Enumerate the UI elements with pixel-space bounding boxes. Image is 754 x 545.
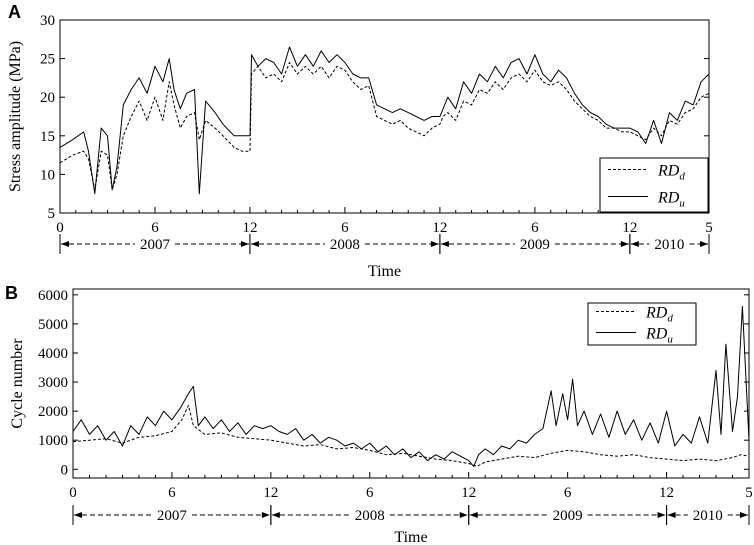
- y-tick-label: 30: [40, 13, 55, 29]
- legend-subscript: u: [667, 334, 673, 346]
- x-tick-label: 12: [461, 485, 476, 501]
- y-tick-label: 3000: [38, 375, 68, 391]
- year-arrow-head: [240, 241, 249, 247]
- panel-letter: B: [5, 283, 18, 303]
- x-tick-label: 12: [622, 220, 637, 236]
- y-tick-label: 4000: [38, 346, 68, 362]
- series-line-RDu: [60, 46, 709, 195]
- legend-subscript: u: [679, 198, 685, 210]
- x-tick-label: 12: [432, 220, 447, 236]
- series-line-RDd: [73, 404, 749, 467]
- legend-label: RDd: [657, 163, 685, 183]
- y-tick-label: 1000: [38, 433, 68, 449]
- year-arrow-head: [667, 512, 676, 518]
- x-axis-label: Time: [394, 529, 427, 545]
- y-axis-label: Stress amplitude (MPa): [7, 41, 24, 192]
- y-tick-label: 25: [40, 52, 55, 68]
- x-axis-label: Time: [368, 263, 401, 280]
- legend-subscript: d: [679, 171, 685, 183]
- y-tick-label: 6000: [38, 288, 68, 304]
- year-arrow-head: [430, 241, 439, 247]
- legend-box: [599, 157, 709, 213]
- x-tick-label: 12: [242, 220, 257, 236]
- x-tick-label: 6: [168, 485, 176, 501]
- legend-label: RDu: [657, 190, 685, 210]
- year-label: 2008: [330, 237, 360, 253]
- x-tick-label: 0: [69, 485, 77, 501]
- y-axis-label: Cycle number: [9, 338, 26, 429]
- plot-frame: [72, 288, 750, 479]
- year-arrow-head: [469, 512, 478, 518]
- series-line-RDd: [60, 62, 709, 191]
- year-label: 2009: [520, 237, 550, 253]
- x-tick-label: 5: [705, 220, 713, 236]
- y-tick-label: 15: [40, 129, 55, 145]
- legend-subscript: d: [667, 313, 673, 325]
- year-arrow-head: [459, 512, 468, 518]
- year-label: 2009: [553, 508, 583, 524]
- panel-a-stress-amplitude: A 5 10 15 20 25 30 Stress amplitude (MPa) 0 6 12 6 1…: [7, 2, 713, 280]
- y-tick-label: 0: [61, 462, 69, 478]
- y-tick-label: 5000: [38, 317, 68, 333]
- year-arrow-head: [440, 241, 449, 247]
- year-arrow-head: [74, 512, 82, 518]
- y-tick-label: 5: [48, 206, 56, 222]
- x-tick-label: 12: [659, 485, 674, 501]
- legend-label: RDu: [645, 326, 673, 346]
- year-label: 2007: [157, 508, 188, 524]
- year-arrow-head: [61, 241, 69, 247]
- legend-label: RDd: [645, 305, 673, 325]
- x-tick-label: 6: [564, 485, 572, 501]
- year-label: 2007: [140, 237, 171, 253]
- year-label: 2010: [654, 237, 684, 253]
- panel-b-cycle-number: B 0 1000 2000 3000 4000 5000 6000 Cycle number 0 6…: [5, 283, 753, 545]
- x-tick-label: 0: [56, 220, 64, 236]
- year-arrow-head: [250, 241, 259, 247]
- year-arrow-head: [271, 512, 280, 518]
- x-tick-label: 6: [151, 220, 159, 236]
- year-arrow-head: [620, 241, 629, 247]
- year-arrow-head: [261, 512, 270, 518]
- series-line-RDu: [73, 305, 749, 467]
- year-arrow-head: [740, 512, 748, 518]
- x-tick-label: 6: [366, 485, 374, 501]
- x-tick-label: 5: [745, 485, 753, 501]
- legend-box: [587, 302, 697, 346]
- year-label: 2010: [693, 508, 723, 524]
- year-arrow-head: [630, 241, 639, 247]
- year-arrow-head: [700, 241, 708, 247]
- panel-letter: A: [8, 2, 21, 22]
- year-arrow-head: [657, 512, 666, 518]
- x-tick-label: 12: [263, 485, 278, 501]
- y-tick-label: 10: [40, 167, 55, 183]
- x-tick-label: 6: [341, 220, 349, 236]
- year-label: 2008: [355, 508, 385, 524]
- x-tick-label: 6: [531, 220, 539, 236]
- y-tick-label: 20: [40, 90, 55, 106]
- y-tick-label: 2000: [38, 404, 68, 420]
- plot-frame: [59, 19, 710, 214]
